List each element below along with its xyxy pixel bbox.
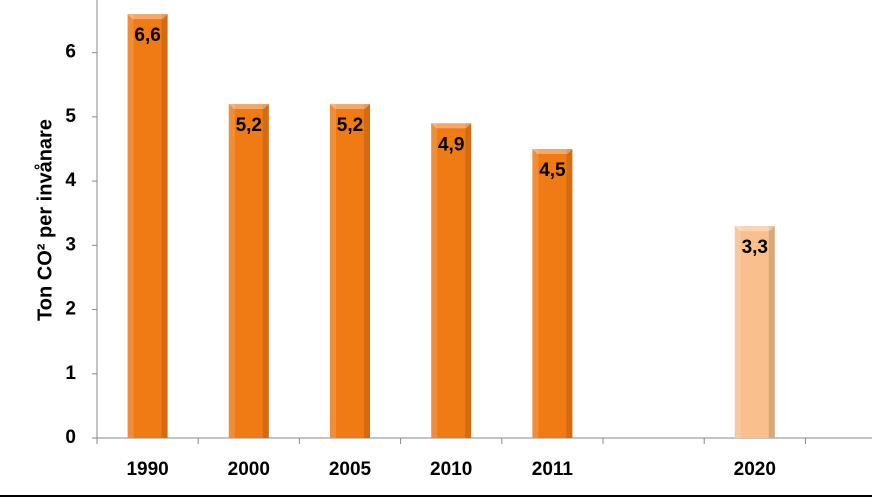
value-label: 3,3 — [742, 237, 768, 258]
bar-shade — [734, 226, 741, 438]
x-tick-label: 2010 — [430, 459, 472, 480]
bar-shade — [566, 148, 573, 438]
bar-shade — [465, 123, 472, 438]
bar-shade — [127, 14, 134, 439]
bar-shade — [364, 104, 370, 439]
bar-bevel — [228, 104, 269, 110]
y-tick-label: 0 — [65, 427, 76, 448]
bar-shade — [532, 148, 539, 438]
bar-shade — [330, 104, 336, 439]
bar-shade — [161, 14, 168, 439]
bar-shade — [768, 226, 775, 438]
bar-bevel — [532, 148, 573, 154]
bar-shade — [228, 104, 235, 439]
y-tick-label: 5 — [65, 106, 76, 127]
bar-shade — [262, 104, 269, 439]
bar — [127, 14, 168, 439]
bar-bevel — [127, 14, 168, 20]
bar — [431, 123, 472, 438]
bar-shade — [431, 123, 438, 438]
x-tick-label: 1990 — [126, 459, 168, 480]
value-label: 4,9 — [438, 134, 464, 155]
value-label: 6,6 — [134, 25, 160, 46]
y-tick-label: 4 — [65, 170, 76, 191]
bar — [330, 104, 370, 439]
y-tick-label: 6 — [65, 42, 76, 63]
x-tick-label: 2005 — [329, 459, 372, 480]
x-tick-label: 2020 — [734, 459, 776, 480]
x-tick-label: 2011 — [532, 459, 574, 480]
value-label: 5,2 — [236, 115, 262, 136]
bar — [734, 226, 775, 438]
y-tick-label: 1 — [65, 363, 76, 384]
bar — [532, 148, 573, 438]
y-tick-label: 3 — [65, 234, 76, 255]
value-label: 5,2 — [337, 115, 363, 136]
value-label: 4,5 — [539, 160, 566, 181]
x-tick-label: 2000 — [228, 459, 270, 480]
bar-bevel — [431, 123, 472, 129]
y-axis-label: Ton CO² per invånare — [33, 119, 56, 321]
y-tick-label: 2 — [65, 299, 76, 320]
bar-bevel — [330, 104, 370, 110]
bar-bevel — [734, 226, 775, 232]
bar — [228, 104, 269, 439]
